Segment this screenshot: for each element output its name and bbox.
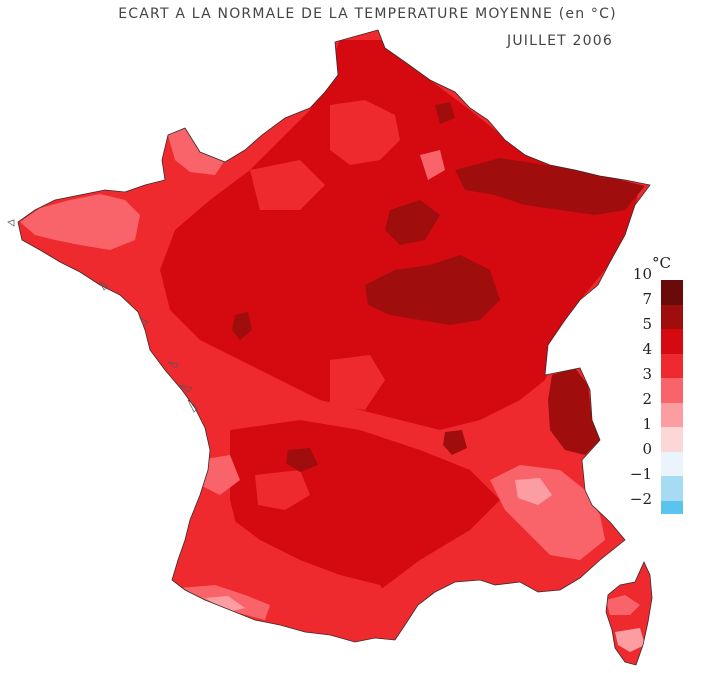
class-3-4-patch-d bbox=[255, 470, 310, 510]
legend-tick-4: 4 bbox=[642, 340, 652, 358]
legend-tick-minus1: −1 bbox=[629, 465, 652, 483]
legend-tick-3: 3 bbox=[642, 365, 652, 383]
scale-class-0-1 bbox=[661, 427, 683, 452]
legend-tick-2: 2 bbox=[642, 390, 652, 408]
island-oleron bbox=[187, 399, 199, 413]
island-re bbox=[179, 384, 193, 393]
island-ouessant bbox=[7, 219, 15, 227]
scale-class-5-7 bbox=[661, 304, 683, 329]
scale-class-7-10 bbox=[661, 280, 683, 305]
scale-class-1-2 bbox=[661, 402, 683, 427]
class-2-3-zone-champagne bbox=[420, 150, 445, 180]
map-title: ECART A LA NORMALE DE LA TEMPERATURE MOY… bbox=[118, 6, 617, 22]
legend-tick-1: 1 bbox=[642, 415, 652, 433]
scale-class-4-5 bbox=[661, 329, 683, 354]
class-5-7-spot-3 bbox=[286, 448, 318, 472]
island-belle-ile bbox=[99, 281, 109, 291]
corsica-class-2-3-zone bbox=[606, 595, 640, 615]
scale-class-3-4 bbox=[661, 353, 683, 378]
corsica-outline bbox=[605, 561, 653, 666]
scale-class-below-minus2 bbox=[661, 500, 683, 514]
legend-tick-10: 10 bbox=[632, 265, 652, 283]
class-5-7-zone-lorraine bbox=[455, 158, 645, 215]
class-5-7-zone-centre bbox=[385, 200, 440, 245]
island-noirmoutier bbox=[139, 317, 149, 327]
legend-tick-0: 0 bbox=[642, 440, 652, 458]
class-3-4-patch-a bbox=[330, 100, 400, 165]
class-5-7-zone-alps bbox=[548, 368, 600, 455]
class-2-3-zone-normandy-coast bbox=[168, 128, 225, 175]
scale-class-2-3 bbox=[661, 378, 683, 403]
class-5-7-spot-1 bbox=[232, 312, 252, 340]
scale-class-minus2-minus1 bbox=[661, 476, 683, 501]
corsica-class-1-2-zone bbox=[615, 628, 645, 652]
class-3-4-patch-b bbox=[250, 160, 325, 210]
class-2-3-zone-brittany bbox=[20, 194, 140, 250]
legend-tick-7: 7 bbox=[642, 290, 652, 308]
legend-tick-5: 5 bbox=[642, 315, 652, 333]
legend-tick-minus2: −2 bbox=[629, 490, 652, 508]
class-2-3-zone-aquitaine bbox=[200, 455, 240, 495]
class-1-2-zone-basque bbox=[205, 596, 245, 612]
class-3-4-patch-c bbox=[330, 355, 385, 410]
class-1-2-zone-provence bbox=[515, 478, 552, 505]
scale-class-minus1-0 bbox=[661, 451, 683, 476]
class-5-7-spot-4 bbox=[435, 102, 455, 124]
class-5-7-zone-burgundy bbox=[365, 255, 500, 325]
island-yeu bbox=[167, 361, 179, 369]
class-5-7-spot-2 bbox=[443, 430, 467, 455]
atlantic-islands bbox=[7, 219, 199, 413]
map-subtitle: JUILLET 2006 bbox=[507, 33, 613, 49]
corsica bbox=[606, 562, 652, 665]
legend-unit: °C bbox=[652, 254, 671, 272]
color-scale-bar bbox=[661, 280, 683, 514]
class-3-4-west-coast bbox=[140, 320, 235, 420]
